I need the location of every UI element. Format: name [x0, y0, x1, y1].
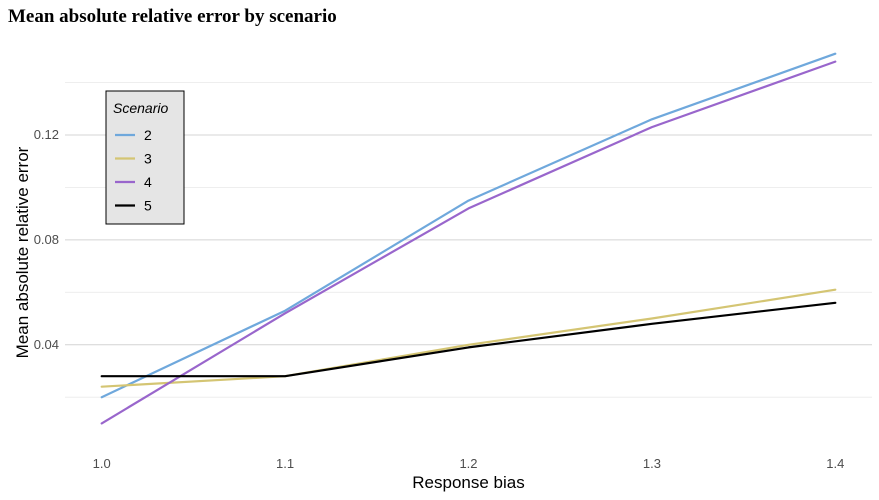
legend-label: 3	[144, 151, 152, 167]
legend-label: 4	[144, 174, 152, 190]
legend-label: 5	[144, 198, 152, 214]
series-line-2	[100, 52, 837, 399]
series-line-3	[100, 288, 837, 388]
x-axis-title: Response bias	[412, 473, 524, 492]
legend: Scenario 2 3 4 5	[105, 90, 185, 225]
x-tick-label: 1.2	[459, 456, 477, 471]
x-tick-label: 1.4	[826, 456, 844, 471]
y-tick-label: 0.08	[34, 232, 59, 247]
x-tick-labels: 1.0 1.1 1.2 1.3 1.4	[93, 456, 845, 471]
chart-title: Mean absolute relative error by scenario	[8, 6, 337, 27]
legend-label: 2	[144, 127, 152, 143]
y-tick-label: 0.12	[34, 127, 59, 142]
series-line-4	[100, 60, 837, 425]
x-tick-label: 1.0	[93, 456, 111, 471]
y-axis-title: Mean absolute relative error	[13, 146, 32, 358]
series-lines	[100, 52, 837, 425]
legend-title: Scenario	[113, 100, 168, 116]
series-line-5	[100, 301, 837, 378]
y-tick-label: 0.04	[34, 337, 59, 352]
x-tick-label: 1.3	[643, 456, 661, 471]
legend-items: 2 3 4 5	[115, 127, 152, 214]
y-tick-labels: 0.04 0.08 0.12	[34, 127, 59, 352]
x-tick-label: 1.1	[276, 456, 294, 471]
gridlines	[65, 82, 872, 398]
